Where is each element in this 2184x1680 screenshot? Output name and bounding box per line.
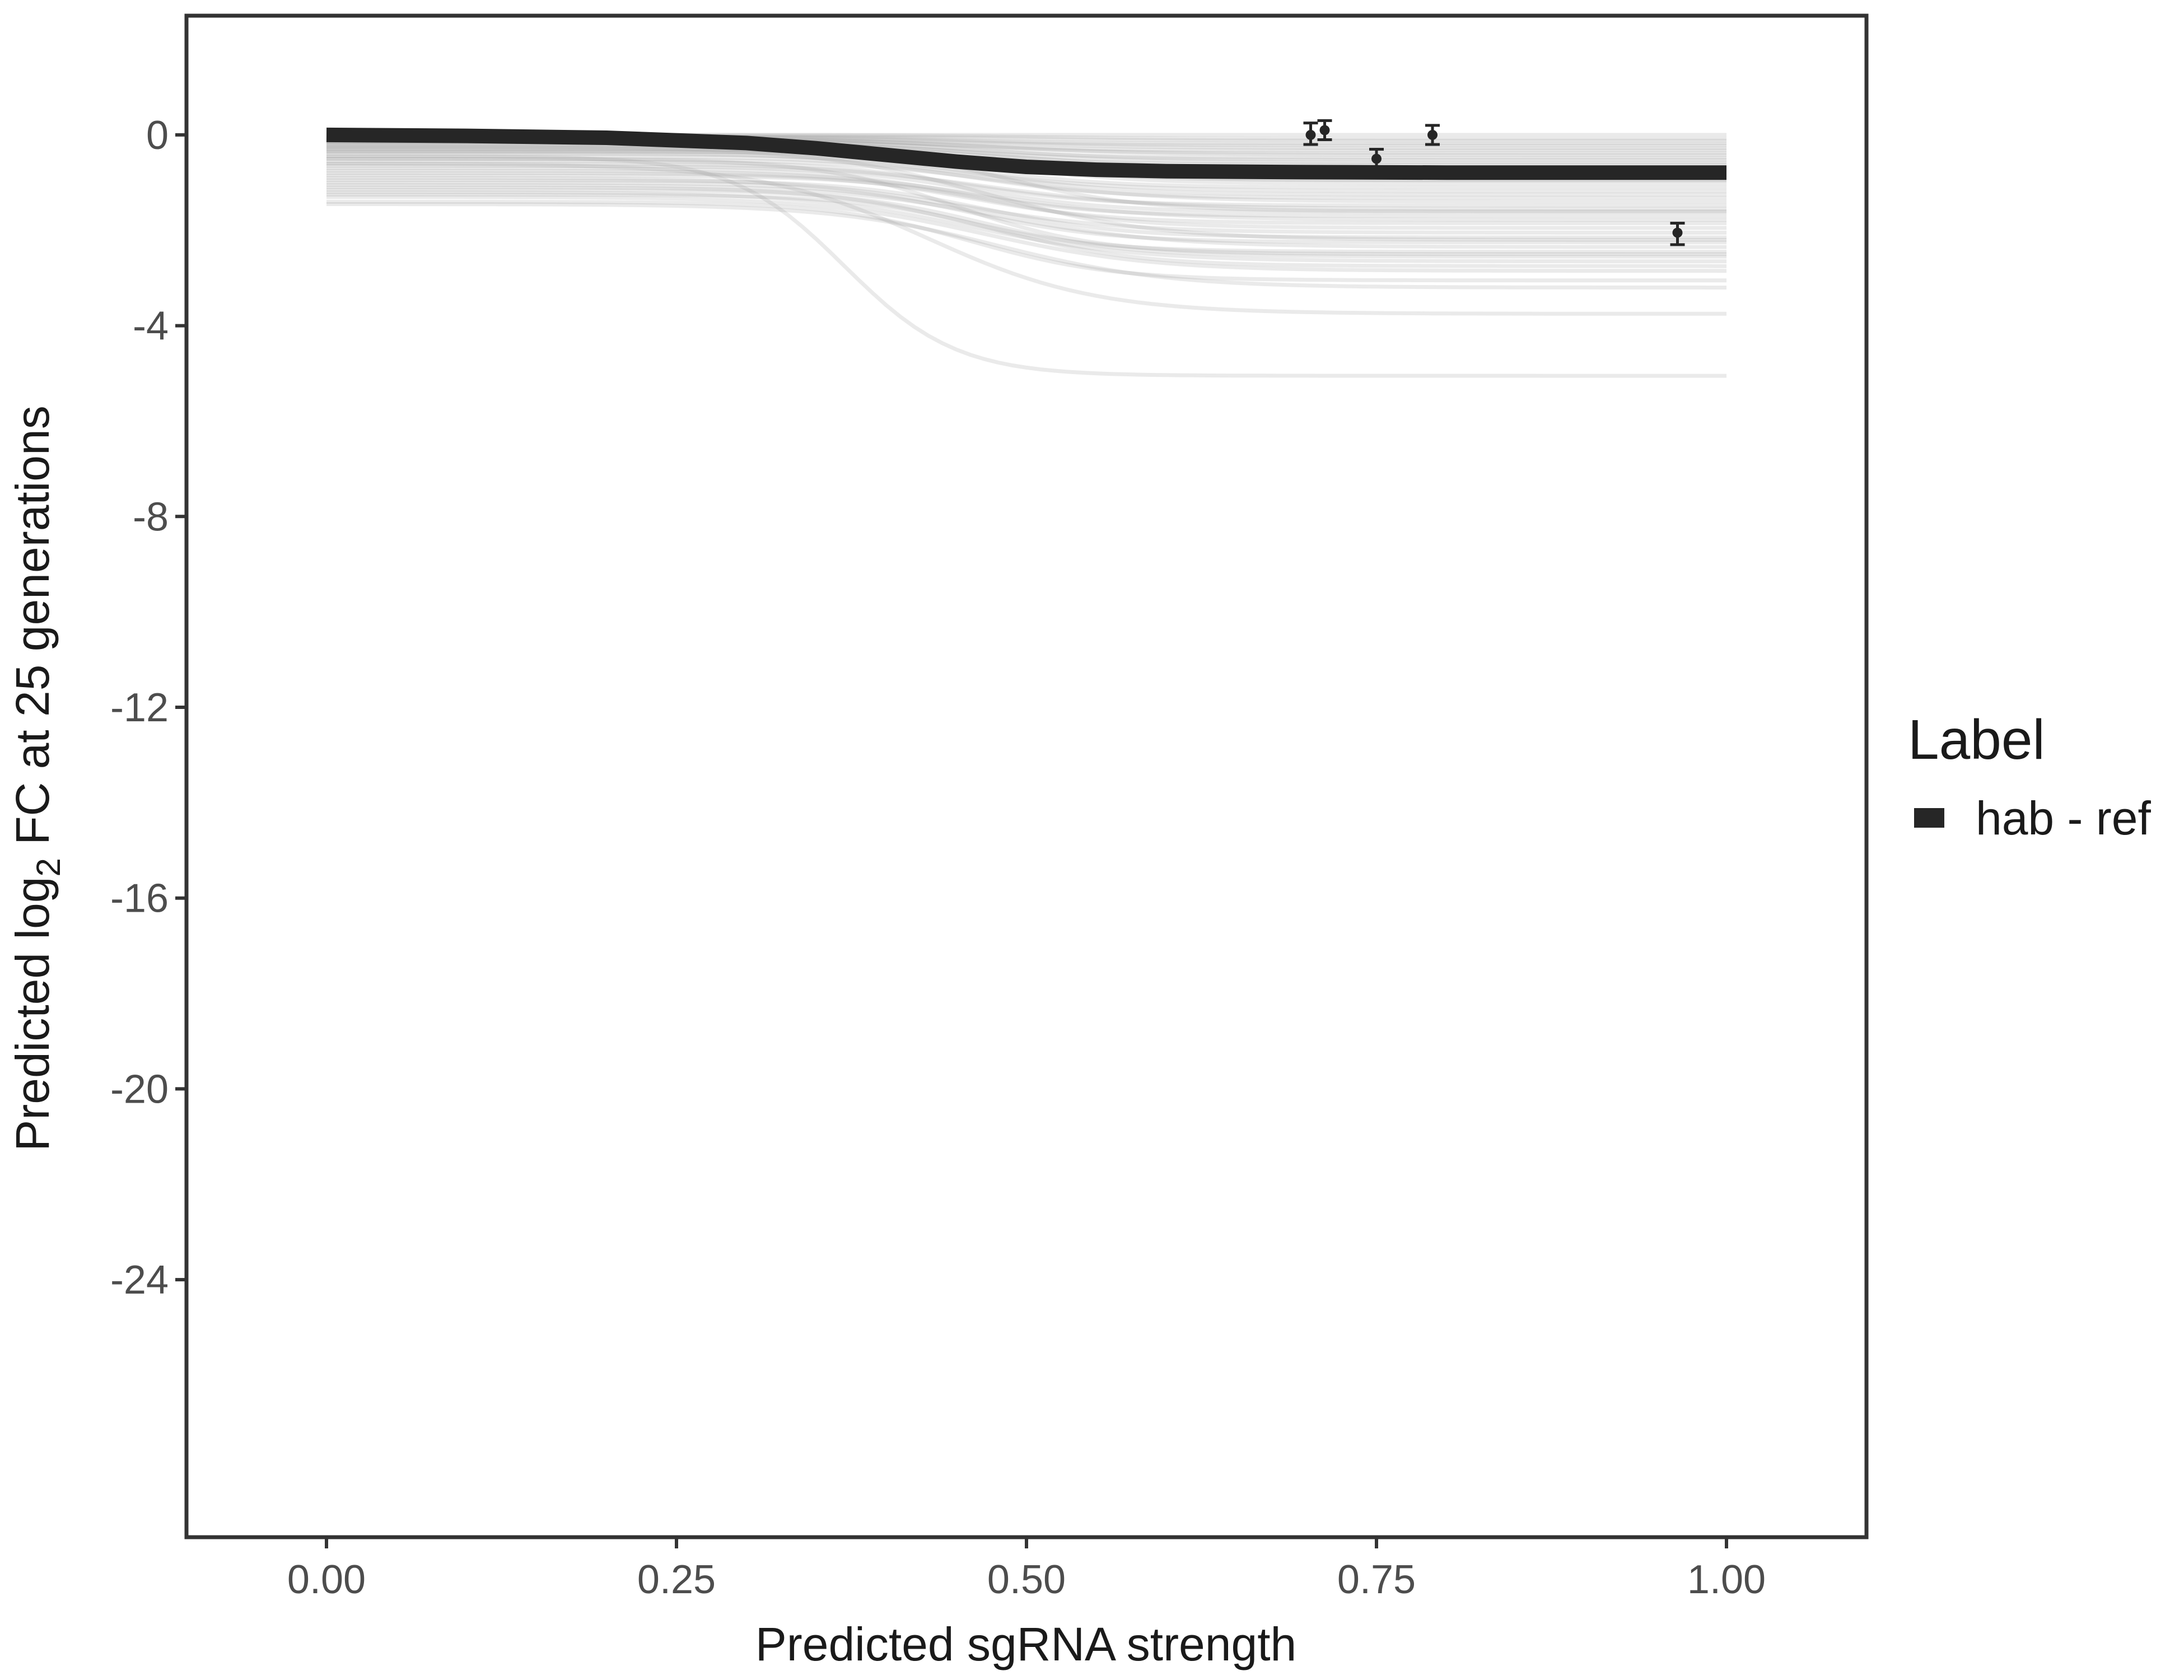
data-point-1 xyxy=(1317,119,1332,141)
sample-curve-39 xyxy=(326,195,1727,273)
sample-curve-37 xyxy=(326,190,1726,264)
sample-curve-30 xyxy=(326,173,1726,230)
data-point-4 xyxy=(1670,222,1685,246)
sample-curve-35 xyxy=(326,185,1726,254)
series-hab-ref-line xyxy=(326,127,1726,180)
sample-curve-41 xyxy=(326,202,1726,290)
x-tick-label-1: 0.25 xyxy=(637,1557,716,1602)
point-marker-3 xyxy=(1427,129,1438,140)
y-axis: 0 -4 -8 -12 -16 -20 -24 xyxy=(110,113,186,1303)
sample-curve-25 xyxy=(326,161,1726,211)
sample-curve-38 xyxy=(326,192,1726,268)
sample-curve-24 xyxy=(326,159,1726,208)
data-point-3 xyxy=(1425,124,1440,146)
sample-curve-27 xyxy=(326,166,1726,218)
legend-title: Label xyxy=(1908,708,2045,771)
legend-label-hab-ref: hab - ref xyxy=(1976,792,2151,844)
x-tick-label-3: 0.75 xyxy=(1337,1557,1416,1602)
data-point-2 xyxy=(1369,147,1384,170)
sample-curve-34 xyxy=(326,183,1726,249)
sample-curve-26 xyxy=(326,164,1726,214)
y-axis-title-prefix: Predicted log xyxy=(6,876,59,1151)
sample-curve-46 xyxy=(326,144,1726,242)
x-axis: 0.00 0.25 0.50 0.75 1.00 xyxy=(287,1537,1766,1602)
y-axis-title-subscript: 2 xyxy=(30,858,67,876)
sample-curve-32 xyxy=(326,178,1726,240)
legend: Label hab - ref xyxy=(1908,708,2151,844)
sample-curve-42 xyxy=(326,161,1726,316)
observed-points xyxy=(1303,119,1685,246)
x-axis-title: Predicted sgRNA strength xyxy=(755,1618,1297,1670)
sample-curve-33 xyxy=(326,180,1726,245)
sample-curve-20 xyxy=(326,150,1726,193)
y-axis-title-suffix: FC at 25 generations xyxy=(6,405,59,858)
sample-curve-47 xyxy=(326,157,1726,256)
sample-curve-23 xyxy=(326,157,1726,204)
sample-curve-22 xyxy=(326,154,1726,200)
point-marker-1 xyxy=(1319,125,1330,136)
x-tick-label-0: 0.00 xyxy=(287,1557,366,1602)
data-point-0 xyxy=(1303,122,1318,146)
sample-curve-31 xyxy=(326,176,1726,235)
sample-curve-28 xyxy=(326,169,1726,222)
legend-key-hab-ref xyxy=(1914,808,1944,828)
y-tick-label-2: -8 xyxy=(133,494,169,539)
y-axis-title: Predicted log2 FC at 25 generations xyxy=(6,405,67,1151)
sample-curve-43 xyxy=(326,154,1726,378)
point-marker-4 xyxy=(1672,227,1683,238)
y-tick-label-3: -12 xyxy=(110,685,169,730)
x-tick-label-2: 0.50 xyxy=(987,1557,1066,1602)
y-tick-label-4: -16 xyxy=(110,876,169,921)
point-marker-0 xyxy=(1305,129,1316,140)
main-series-layer xyxy=(326,127,1726,180)
y-tick-label-6: -24 xyxy=(110,1258,169,1303)
sample-curve-29 xyxy=(326,171,1726,225)
y-tick-label-5: -20 xyxy=(110,1067,169,1112)
sample-curve-40 xyxy=(326,199,1726,283)
x-tick-label-4: 1.00 xyxy=(1687,1557,1766,1602)
point-marker-2 xyxy=(1371,153,1382,164)
y-tick-label-0: 0 xyxy=(146,113,169,158)
y-tick-label-1: -4 xyxy=(133,304,169,349)
sample-curve-21 xyxy=(326,152,1726,197)
sample-curve-19 xyxy=(326,148,1726,190)
sample-curve-36 xyxy=(326,188,1726,259)
